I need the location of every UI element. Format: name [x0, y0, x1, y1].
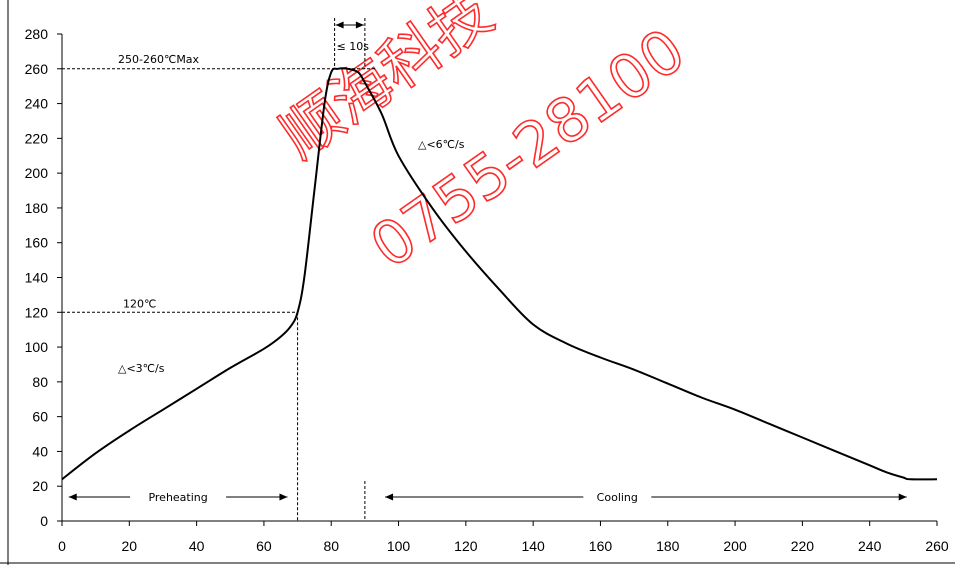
cooling-arrow [385, 493, 907, 501]
preheating-arrow-head-right [279, 493, 288, 501]
preheating-label: Preheating [148, 491, 207, 504]
x-tick-label: 220 [791, 538, 815, 554]
time-window-arrow-head-right [355, 21, 364, 29]
y-tick-label: 240 [25, 96, 49, 112]
x-tick-label: 200 [723, 538, 747, 554]
y-tick-label: 260 [25, 61, 49, 77]
x-tick-label: 180 [656, 538, 680, 554]
y-tick-label: 100 [25, 339, 49, 355]
preheat-label: 120℃ [123, 297, 156, 310]
cooling-label: Cooling [597, 491, 638, 504]
cooling-arrow-head-right [898, 493, 907, 501]
preheating-arrow [68, 493, 288, 501]
y-tick-label: 20 [32, 478, 48, 494]
time-window-arrow-head-left [335, 21, 344, 29]
guide-lines [62, 18, 377, 521]
x-tick-label: 20 [122, 538, 138, 554]
x-tick-label: 40 [189, 538, 205, 554]
x-tick-label: 80 [323, 538, 339, 554]
y-tick-label: 80 [32, 374, 48, 390]
x-tick-label: 60 [256, 538, 272, 554]
x-tick-label: 160 [589, 538, 613, 554]
preheating-arrow-head-left [68, 493, 77, 501]
y-tick-label: 60 [32, 409, 48, 425]
ramp-up-label: △<3℃/s [118, 362, 165, 375]
y-tick-label: 180 [25, 200, 49, 216]
x-tick-label: 140 [521, 538, 545, 554]
y-tick-label: 160 [25, 235, 49, 251]
y-tick-label: 140 [25, 270, 49, 286]
x-tick-label: 260 [925, 538, 949, 554]
x-tick-label: 0 [58, 538, 66, 554]
annotations: Preheating Cooling 250-260℃Max 120℃ ≤ 10s △<3… [68, 21, 907, 504]
time-window-arrow [335, 21, 364, 29]
y-tick-label: 40 [32, 443, 48, 459]
y-tick-label: 120 [25, 304, 49, 320]
cooling-arrow-head-left [385, 493, 394, 501]
peak-label: 250-260℃Max [118, 53, 200, 66]
ramp-down-label: △<6℃/s [418, 138, 465, 151]
y-tick-label: 0 [40, 513, 48, 529]
y-tick-label: 200 [25, 165, 49, 181]
x-tick-label: 240 [858, 538, 882, 554]
x-tick-label: 100 [387, 538, 411, 554]
series-line-0 [61, 67, 938, 481]
x-tick-label: 120 [454, 538, 478, 554]
y-tick-label: 280 [25, 26, 49, 42]
time-window-label: ≤ 10s [337, 40, 370, 53]
y-tick-label: 220 [25, 130, 49, 146]
series-layer [61, 67, 938, 481]
